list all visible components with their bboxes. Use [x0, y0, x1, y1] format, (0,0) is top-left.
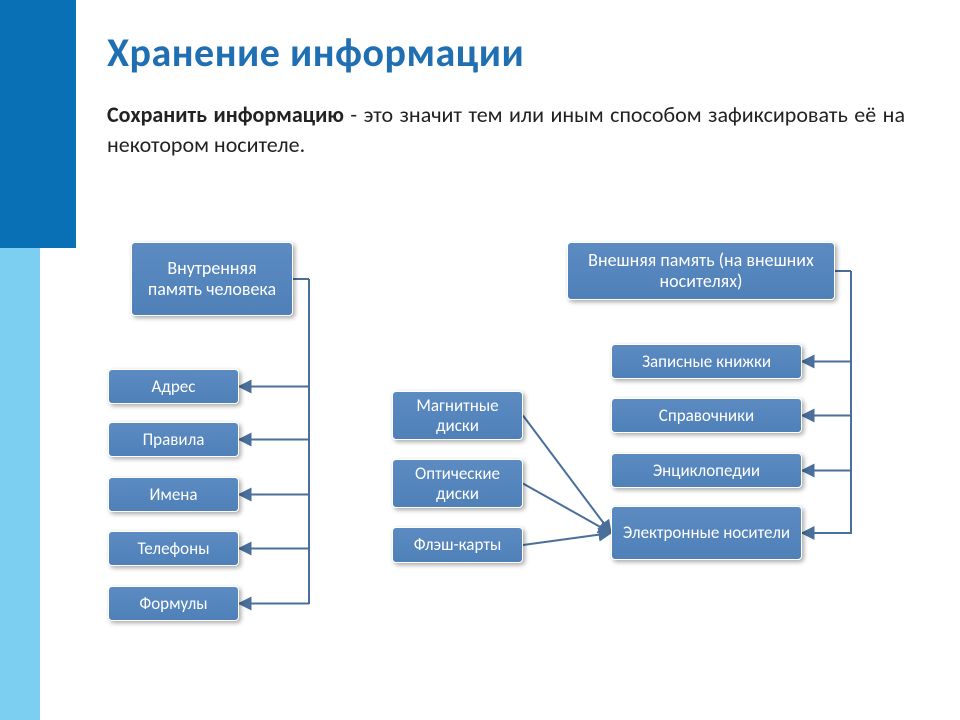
- node-names: Имена: [108, 477, 239, 512]
- subtitle-lead: Сохранить информацию: [107, 101, 344, 128]
- node-internal-memory: Внутренняя память человека: [131, 242, 293, 316]
- sidebar-accent-dark: [0, 0, 76, 248]
- node-address: Адрес: [108, 369, 239, 404]
- node-label: Телефоны: [137, 539, 209, 559]
- node-encyclopedias: Энциклопедии: [611, 453, 802, 488]
- node-label: Энциклопедии: [653, 461, 760, 481]
- node-label: Электронные носители: [623, 523, 790, 543]
- node-phones: Телефоны: [108, 531, 239, 566]
- node-magnetic: Магнитные диски: [392, 391, 523, 440]
- node-label: Внешняя память (на внешних носителях): [576, 250, 826, 291]
- node-electronic: Электронные носители: [611, 506, 802, 560]
- node-label: Флэш-карты: [414, 535, 502, 555]
- node-rules: Правила: [108, 422, 239, 457]
- page-subtitle: Сохранить информацию - это значит тем ил…: [107, 100, 905, 159]
- node-label: Записные книжки: [642, 352, 771, 372]
- node-label: Адрес: [152, 377, 196, 397]
- node-label: Внутренняя память человека: [140, 258, 284, 299]
- sidebar-accent-light: [0, 248, 40, 720]
- node-label: Оптические диски: [401, 464, 514, 503]
- node-label: Справочники: [659, 406, 754, 426]
- page-title: Хранение информации: [107, 28, 524, 77]
- node-label: Правила: [143, 430, 205, 450]
- node-label: Формулы: [139, 594, 207, 614]
- node-directories: Справочники: [611, 398, 802, 433]
- node-optical: Оптические диски: [392, 459, 523, 508]
- node-formulas: Формулы: [108, 586, 239, 621]
- node-label: Имена: [149, 485, 197, 505]
- node-flash: Флэш-карты: [392, 527, 523, 563]
- node-label: Магнитные диски: [401, 396, 514, 435]
- node-notebooks: Записные книжки: [611, 344, 802, 379]
- node-external-memory: Внешняя память (на внешних носителях): [567, 242, 835, 300]
